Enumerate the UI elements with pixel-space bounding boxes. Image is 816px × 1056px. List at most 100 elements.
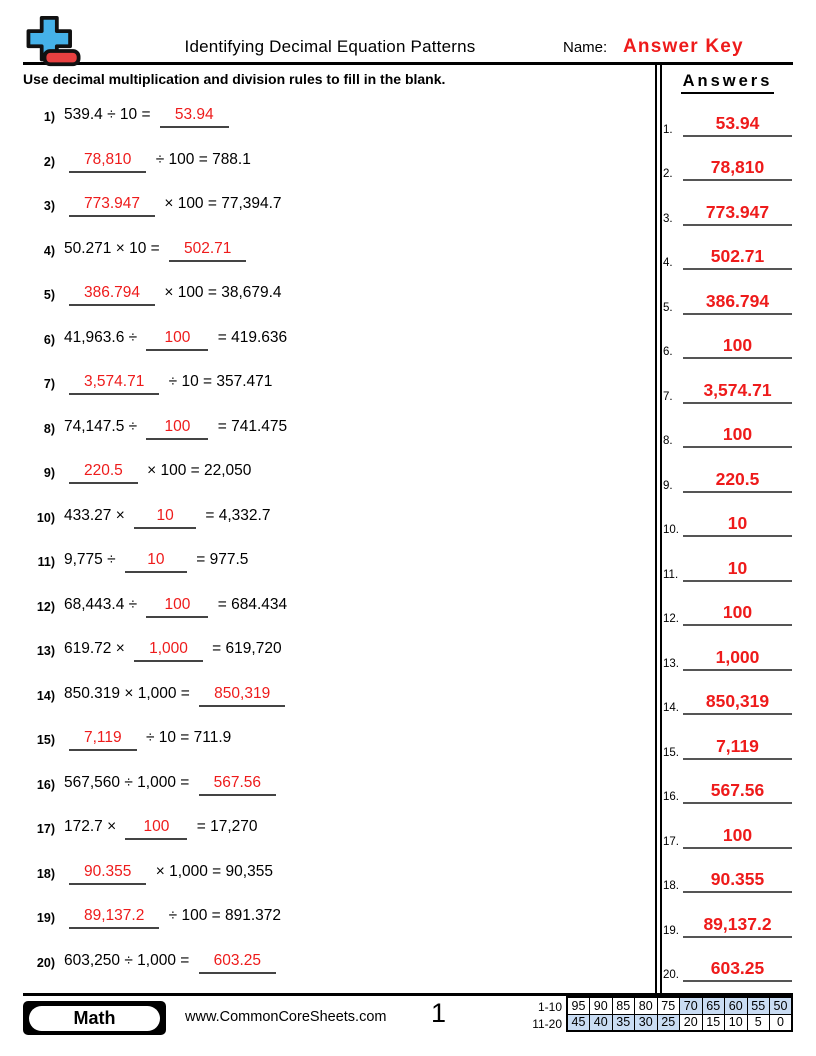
problem-equation: 567,560 ÷ 1,000 = 567.56: [64, 774, 281, 796]
problem-equation: 850.319 × 1,000 = 850,319: [64, 685, 290, 707]
answer-row: 17. 100: [662, 808, 793, 853]
score-cell: 65: [701, 996, 725, 1015]
answer-blank[interactable]: 100: [125, 818, 188, 841]
answer-blank[interactable]: 10: [134, 506, 197, 529]
answer-blank[interactable]: 89,137.2: [69, 907, 160, 930]
problem-equation: 603,250 ÷ 1,000 = 603.25: [64, 952, 281, 974]
problem-row: 12) 68,443.4 ÷ 100 = 684.434: [23, 585, 655, 630]
problem-number: 9): [43, 466, 55, 481]
problem-row: 2) 78,810 ÷ 100 = 788.1: [23, 140, 655, 185]
answer-underline: [683, 624, 792, 626]
problem-row: 7) 3,574.71 ÷ 10 = 357.471: [23, 362, 655, 407]
answer-row: 4. 502.71: [662, 230, 793, 275]
score-cell: 60: [724, 996, 748, 1015]
problem-number: 13): [36, 644, 55, 659]
answer-number: 4.: [663, 257, 673, 269]
answer-blank[interactable]: 78,810: [69, 151, 147, 173]
answer-blank[interactable]: 90.355: [69, 862, 147, 885]
problem-equation: 619.72 × 1,000 = 619,720: [64, 640, 282, 663]
answer-row: 2. 78,810: [662, 141, 793, 186]
equation-prefix: 603,250 ÷ 1,000 =: [64, 951, 194, 969]
equation-suffix: × 100 = 22,050: [142, 462, 252, 480]
blank-answer-value: 10: [156, 506, 174, 524]
answer-row: 19. 89,137.2: [662, 897, 793, 942]
answer-blank[interactable]: 502.71: [168, 240, 247, 262]
answer-blank[interactable]: 386.794: [69, 284, 156, 307]
answer-value: 90.355: [710, 869, 765, 889]
answer-number: 2.: [663, 168, 673, 180]
answer-blank[interactable]: 53.94: [159, 106, 229, 129]
problem-number: 1): [43, 110, 55, 125]
answer-underline: [683, 223, 792, 226]
answer-number: 15.: [663, 746, 679, 759]
blank-answer-value: 100: [164, 328, 191, 346]
answer-row: 5. 386.794: [662, 274, 793, 319]
answer-underline: [683, 134, 792, 137]
answer-blank[interactable]: 10: [124, 551, 187, 574]
blank-answer-value: 386.794: [84, 284, 141, 302]
problem-row: 19) 89,137.2 ÷ 100 = 891.372: [23, 896, 655, 941]
problem-number: 8): [43, 421, 55, 436]
answer-blank[interactable]: 100: [146, 418, 209, 440]
problem-equation: 220.5 × 100 = 22,050: [64, 462, 252, 485]
answer-underline: [683, 446, 792, 448]
answer-blank[interactable]: 773.947: [69, 195, 156, 218]
answer-blank[interactable]: 850,319: [199, 685, 286, 707]
answer-value: 100: [722, 824, 753, 845]
website-link[interactable]: www.CommonCoreSheets.com: [185, 1009, 387, 1025]
answer-underline: [683, 935, 792, 938]
answer-blank[interactable]: 3,574.71: [69, 373, 160, 396]
equation-suffix: × 1,000 = 90,355: [151, 862, 273, 880]
equation-suffix: = 17,270: [192, 818, 258, 836]
answer-underline: [683, 668, 792, 671]
answer-blank[interactable]: 7,119: [69, 729, 137, 752]
grading-table: 95 90 85 80 75 70 65 60 55 50: [566, 996, 793, 1032]
equation-suffix: = 619,720: [207, 640, 282, 658]
blank-answer-value: 90.355: [84, 862, 132, 880]
answer-underline: [683, 846, 792, 849]
problems-column: Use decimal multiplication and division …: [23, 65, 655, 993]
score-cell: 40: [589, 1013, 613, 1032]
answer-value: 220.5: [715, 468, 760, 489]
answer-row: 14. 850,319: [662, 675, 793, 720]
blank-answer-value: 53.94: [174, 106, 214, 124]
answer-blank[interactable]: 100: [146, 596, 209, 618]
problem-number: 14): [36, 688, 55, 703]
problem-number: 10): [36, 510, 55, 525]
answer-value: 10: [727, 557, 748, 578]
answer-number: 18.: [663, 880, 679, 892]
content-area: Use decimal multiplication and division …: [23, 65, 793, 993]
score-cell: 20: [679, 1013, 703, 1032]
answer-blank[interactable]: 220.5: [69, 462, 138, 485]
blank-answer-value: 603.25: [213, 951, 262, 969]
equation-suffix: × 100 = 38,679.4: [160, 284, 282, 302]
answer-underline: [683, 713, 792, 715]
equation-suffix: ÷ 10 = 357.471: [164, 373, 273, 391]
answer-row: 9. 220.5: [662, 452, 793, 497]
blank-answer-value: 3,574.71: [84, 373, 145, 391]
problem-row: 14) 850.319 × 1,000 = 850,319: [23, 674, 655, 719]
problem-number: 19): [36, 911, 55, 926]
problem-number: 16): [36, 777, 55, 792]
grading-table-row-2: 45 40 35 30 25 20 15 10 5 0: [566, 1013, 793, 1032]
equation-suffix: = 4,332.7: [201, 506, 271, 524]
answer-blank[interactable]: 603.25: [198, 951, 277, 974]
answer-value: 53.94: [715, 112, 760, 133]
answer-blank[interactable]: 567.56: [198, 774, 277, 796]
problem-equation: 539.4 ÷ 10 = 53.94: [64, 106, 234, 129]
answer-blank[interactable]: 100: [146, 328, 209, 351]
score-cell: 5: [746, 1013, 770, 1032]
answer-number: 1.: [663, 123, 673, 136]
answer-blank[interactable]: 1,000: [134, 640, 203, 663]
instruction-text: Use decimal multiplication and division …: [23, 71, 446, 87]
score-cell: 10: [724, 1013, 748, 1032]
answer-number: 17.: [663, 835, 679, 848]
answers-column: Answers 1. 53.94 2. 78,810: [662, 65, 793, 993]
answer-row: 7. 3,574.71: [662, 363, 793, 408]
problem-equation: 3,574.71 ÷ 10 = 357.471: [64, 373, 273, 396]
subject-badge: Math: [23, 1001, 166, 1035]
answer-value: 386.794: [705, 290, 770, 311]
answer-value: 567.56: [710, 780, 765, 800]
score-cell: 55: [746, 996, 770, 1015]
problem-row: 5) 386.794 × 100 = 38,679.4: [23, 273, 655, 318]
